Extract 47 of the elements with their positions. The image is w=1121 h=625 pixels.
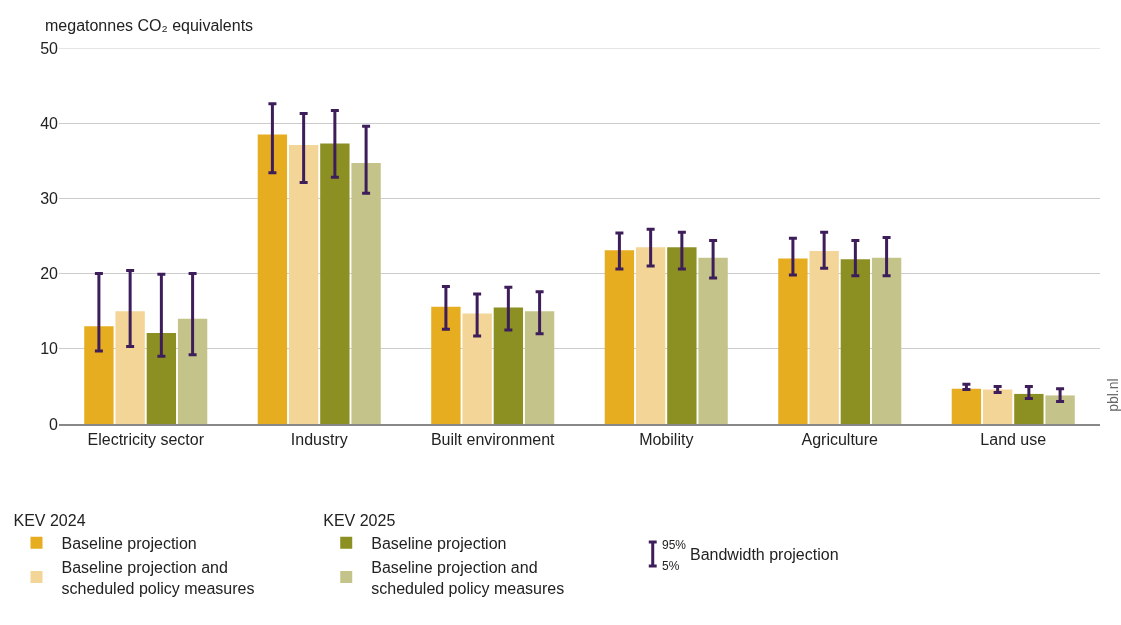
x-tick-label: Agriculture	[801, 430, 879, 448]
legend-label: Baseline projection and scheduled policy measures	[61, 558, 255, 597]
y-tick-label: 10	[40, 340, 59, 358]
x-tick-label: Built environment	[430, 430, 556, 448]
bar	[698, 257, 728, 424]
text: 5%	[662, 559, 680, 573]
text: KEV 2025	[323, 511, 396, 529]
x-tick-label: Industry	[290, 430, 348, 448]
bar	[115, 311, 145, 424]
x-tick-label: Electricity sector	[87, 430, 205, 448]
legend-label: Baseline projection and scheduled policy measures	[371, 558, 565, 597]
bar	[1014, 393, 1044, 424]
bar	[667, 247, 697, 424]
bar	[524, 311, 555, 424]
bar	[604, 250, 635, 424]
x-tick-label: Mobility	[639, 430, 694, 448]
x-tick-label: Land use	[980, 430, 1047, 448]
y-tick-label: 40	[40, 114, 59, 132]
y-tick-label: 0	[49, 415, 59, 433]
bar	[1045, 395, 1075, 424]
text: Bandwidth projection	[690, 546, 839, 563]
y-tick-label: 20	[40, 265, 59, 283]
bar	[462, 313, 492, 424]
bar	[257, 134, 288, 424]
bar	[431, 306, 461, 424]
bar	[84, 326, 114, 424]
bar	[982, 389, 1013, 424]
bar	[146, 333, 177, 424]
bar	[493, 307, 524, 424]
legend-label: Baseline projection	[371, 534, 507, 552]
text: 95%	[662, 538, 687, 552]
bar	[635, 247, 666, 424]
bar	[320, 143, 350, 424]
y-tick-label: 30	[40, 190, 59, 207]
bar	[809, 251, 839, 424]
text: KEV 2024	[13, 511, 86, 529]
bar	[778, 258, 808, 424]
bar	[840, 259, 871, 424]
y-tick-label: 50	[40, 39, 59, 57]
text: pbl.nl	[1104, 378, 1121, 412]
bar	[951, 388, 982, 424]
legend-label: Baseline projection	[61, 534, 197, 552]
bar	[288, 145, 319, 424]
bar	[351, 163, 381, 424]
y-axis-title: megatonnes CO₂ equivalents	[45, 17, 254, 34]
bar	[871, 257, 902, 424]
bar	[177, 318, 208, 424]
